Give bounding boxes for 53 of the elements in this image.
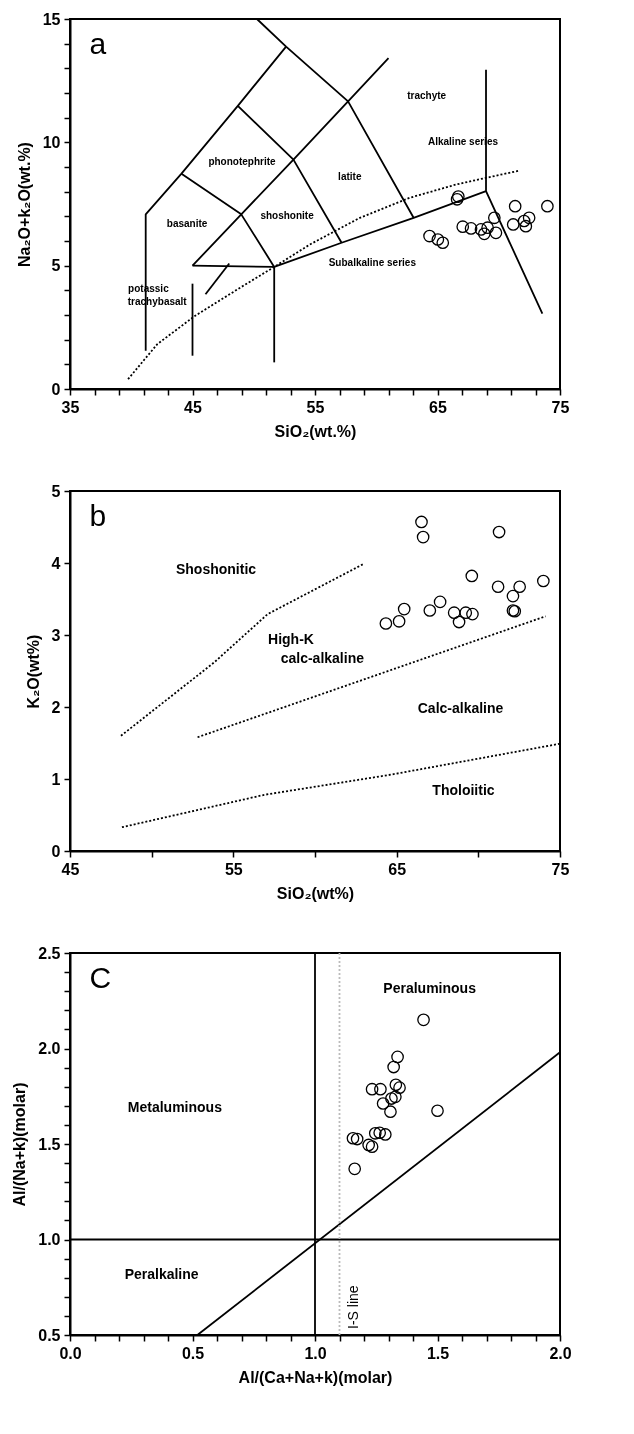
x-tick-label: 75: [551, 398, 570, 416]
y-tick-label: 2.5: [38, 944, 61, 962]
y-tick-label: 0.5: [38, 1326, 61, 1344]
annotation: Peraluminous: [383, 979, 477, 996]
y-tick-label: 1: [51, 770, 61, 788]
annotation: phonotephrite: [208, 156, 277, 168]
annotation: b: [89, 498, 107, 532]
annotation: a: [89, 27, 107, 61]
annotation: Calc-alkaline: [417, 700, 504, 717]
y-tick-label: 1.5: [38, 1135, 61, 1153]
annotation: trachyte: [407, 89, 447, 101]
annotation: Metaluminous: [127, 1098, 223, 1115]
x-tick-label: 2.0: [549, 1344, 572, 1362]
y-tick-label: 2.0: [38, 1040, 61, 1057]
x-axis-title: SiO₂(wt%): [276, 884, 355, 902]
y-tick-label: 5: [51, 482, 61, 500]
y-axis-title: Na₂O+k₂O(wt.%): [15, 142, 33, 267]
y-tick-label: 3: [51, 626, 61, 644]
annotation: calc-alkaline: [280, 649, 365, 666]
x-tick-label: 45: [184, 398, 202, 416]
x-tick-label: 0.0: [59, 1344, 82, 1362]
annotation: shoshonite: [260, 210, 315, 222]
y-tick-label: 1.0: [38, 1231, 61, 1248]
y-axis-title: K₂O(wt%): [24, 634, 42, 709]
x-tick-label: 65: [388, 860, 407, 878]
x-tick-label: 1.5: [426, 1344, 450, 1362]
annotation: basanite: [166, 217, 208, 229]
x-tick-label: 55: [306, 398, 325, 416]
x-tick-label: 45: [61, 860, 80, 878]
y-tick-label: 2: [51, 698, 61, 716]
x-tick-label: 0.5: [181, 1344, 205, 1362]
x-tick-label: 55: [224, 860, 243, 878]
x-tick-label: 65: [429, 398, 447, 416]
y-tick-label: 15: [42, 10, 61, 28]
y-tick-label: 0: [51, 842, 61, 860]
y-tick-label: 5: [51, 257, 61, 275]
y-axis-title: Al/(Na+k)(molar): [11, 1082, 29, 1207]
annotation: C: [89, 961, 112, 995]
y-tick-label: 4: [51, 554, 61, 572]
annotation: Tholoiitic: [432, 781, 495, 798]
annotation: Shoshonitic: [175, 561, 257, 578]
x-tick-label: 35: [61, 398, 80, 416]
x-axis-title: SiO₂(wt.%): [274, 422, 357, 440]
x-tick-label: 75: [551, 860, 570, 878]
x-tick-label: 1.0: [304, 1344, 327, 1362]
annotation: High-K: [268, 631, 314, 648]
annotation: latite: [338, 171, 362, 183]
annotation: Subalkaline series: [328, 256, 417, 268]
y-tick-label: 0: [51, 380, 61, 398]
y-tick-label: 10: [42, 133, 61, 151]
ref-line-label: I-S line: [344, 1285, 361, 1329]
x-axis-title: Al/(Ca+Na+k)(molar): [238, 1368, 393, 1386]
annotation: Peralkaline: [124, 1266, 199, 1283]
